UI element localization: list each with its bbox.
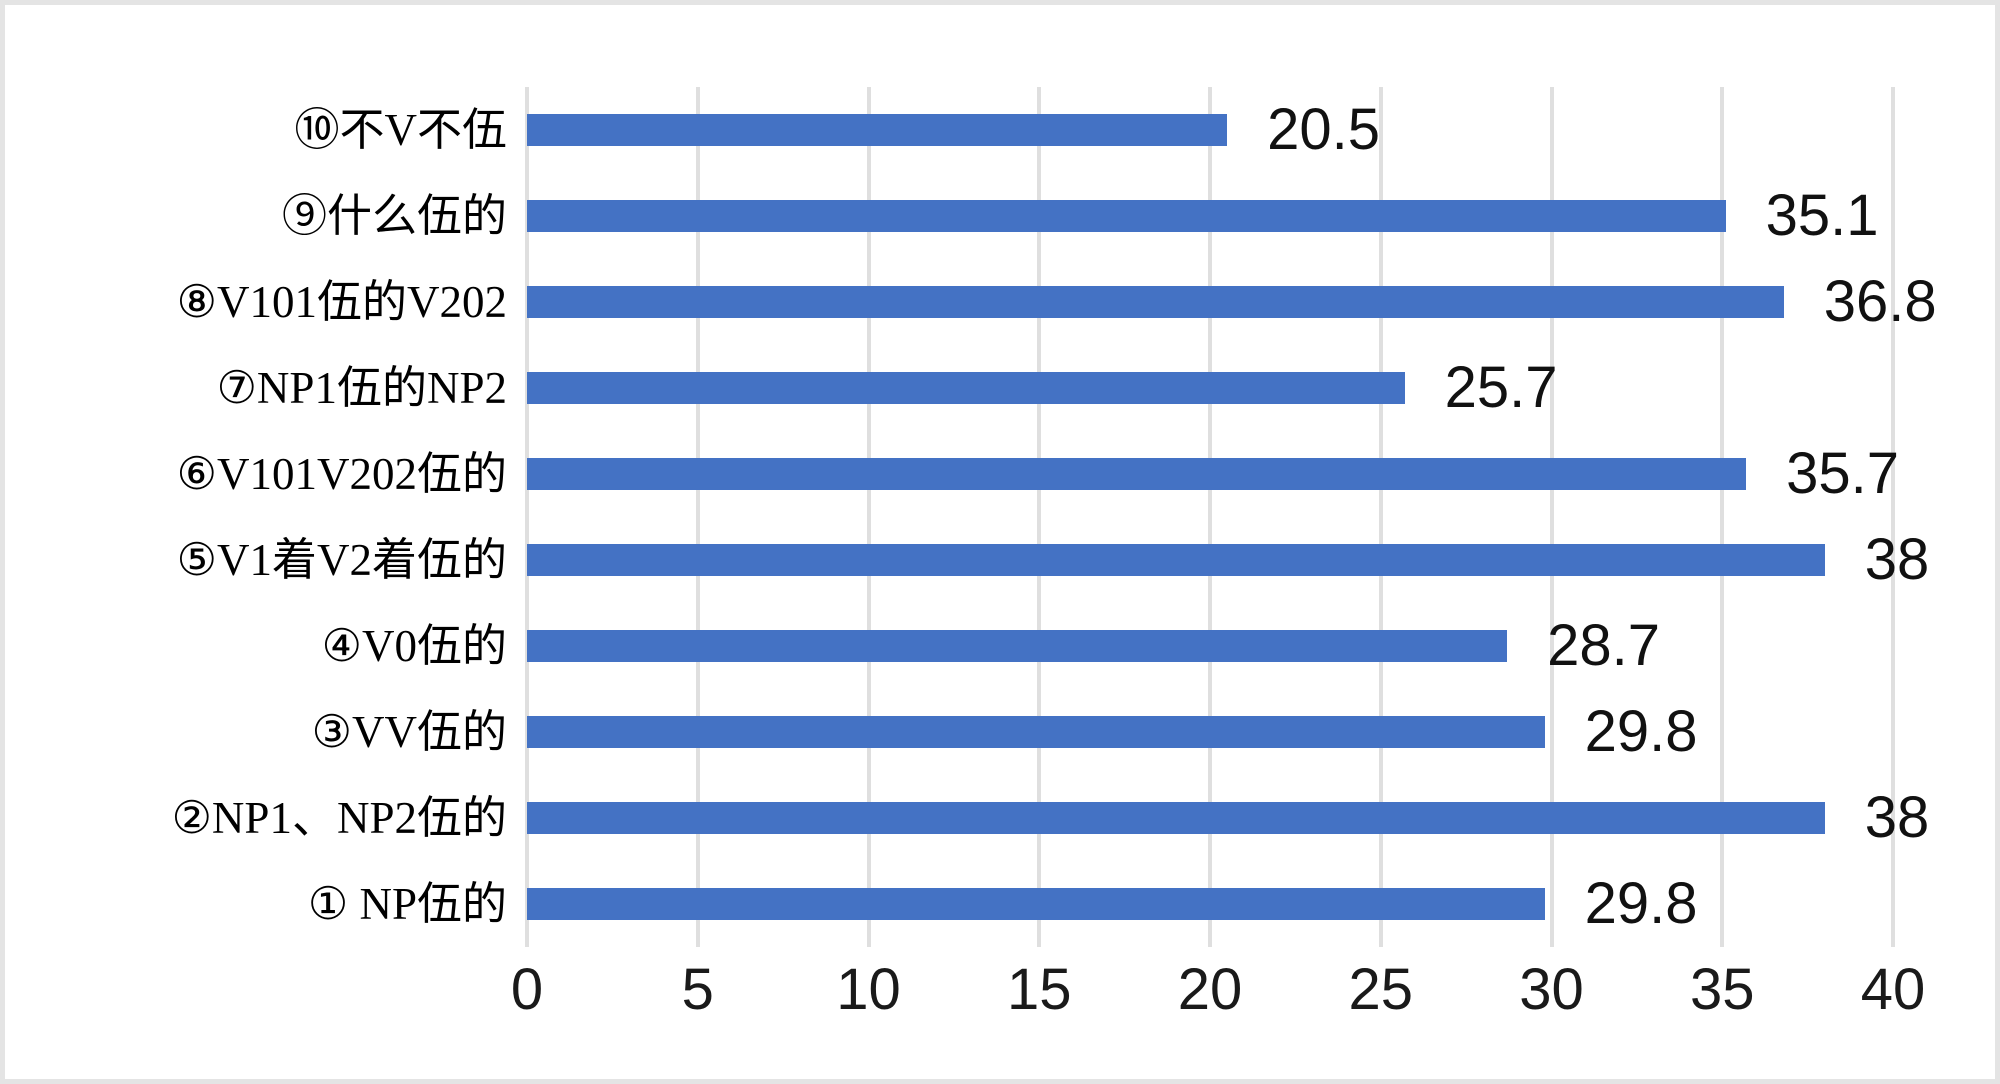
bar — [527, 114, 1228, 146]
bar — [527, 802, 1825, 834]
bar — [527, 200, 1726, 232]
x-tick-label: 40 — [1860, 957, 1926, 1022]
gridline — [1720, 87, 1725, 947]
gridline — [1891, 87, 1895, 947]
gridline — [1549, 87, 1554, 947]
category-label: ① NP伍的 — [307, 879, 507, 929]
gridline — [525, 87, 529, 947]
category-label: ③VV伍的 — [311, 707, 507, 757]
bar — [527, 888, 1545, 920]
bar-value-label: 35.1 — [1765, 183, 1879, 248]
category-label: ⑩不V不伍 — [294, 105, 508, 155]
bar-value-label: 35.7 — [1786, 441, 1900, 506]
category-label: ⑨什么伍的 — [281, 191, 507, 241]
bar-value-label: 20.5 — [1267, 97, 1380, 162]
bar-value-label: 38 — [1864, 527, 1930, 592]
x-tick-label: 35 — [1689, 957, 1755, 1022]
x-tick-label: 0 — [510, 957, 544, 1022]
bar — [527, 372, 1405, 404]
x-tick-label: 15 — [1006, 957, 1072, 1022]
gridline — [695, 87, 700, 947]
bar-value-label: 29.8 — [1584, 871, 1698, 936]
gridline — [1378, 87, 1383, 947]
x-tick-label: 25 — [1348, 957, 1413, 1022]
x-tick-label: 10 — [836, 957, 901, 1022]
bar — [527, 630, 1508, 662]
category-label: ⑥V101V202伍的 — [176, 449, 507, 499]
gridline — [866, 87, 871, 947]
category-label: ⑧V101伍的V202 — [176, 277, 507, 327]
bar-value-label: 36.8 — [1823, 269, 1937, 334]
x-tick-label: 30 — [1519, 957, 1584, 1022]
category-label: ⑦NP1伍的NP2 — [216, 363, 507, 413]
bar-value-label: 29.8 — [1584, 699, 1698, 764]
category-label: ⑤V1着V2着伍的 — [176, 535, 507, 585]
gridline — [1208, 87, 1212, 947]
bar-value-label: 28.7 — [1547, 613, 1660, 678]
bar — [527, 286, 1784, 318]
x-tick-label: 5 — [681, 957, 714, 1022]
gridline — [1037, 87, 1042, 947]
x-tick-label: 20 — [1177, 957, 1243, 1022]
bar-value-label: 25.7 — [1444, 355, 1558, 420]
category-label: ②NP1、NP2伍的 — [171, 793, 507, 843]
bar-value-label: 38 — [1864, 785, 1930, 850]
bar — [527, 544, 1825, 576]
bar — [527, 458, 1747, 490]
category-label: ④V0伍的 — [321, 621, 507, 671]
bar — [527, 716, 1545, 748]
plot-area: 20.5 35.1 36.8 25.7 35.7 38 28.7 29.8 38 29.8 — [525, 87, 1937, 947]
